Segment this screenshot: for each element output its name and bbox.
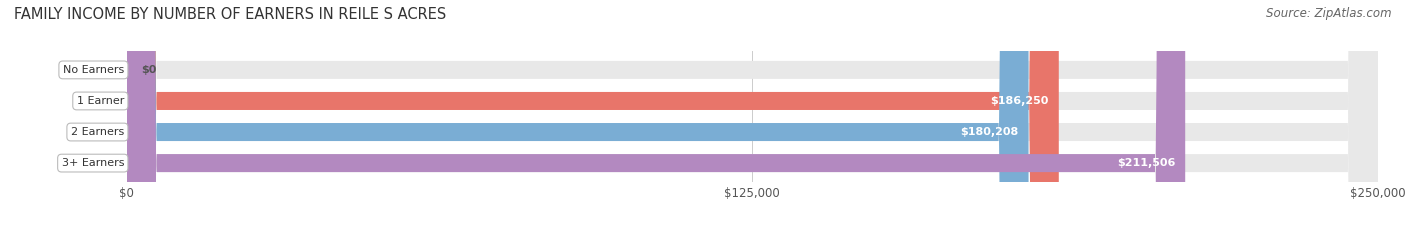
Text: 3+ Earners: 3+ Earners [62,158,124,168]
FancyBboxPatch shape [127,0,1059,233]
Text: 1 Earner: 1 Earner [77,96,124,106]
FancyBboxPatch shape [127,0,1378,233]
Text: Source: ZipAtlas.com: Source: ZipAtlas.com [1267,7,1392,20]
Text: 2 Earners: 2 Earners [70,127,124,137]
Text: No Earners: No Earners [63,65,124,75]
FancyBboxPatch shape [127,0,1378,233]
Text: $0: $0 [142,65,157,75]
FancyBboxPatch shape [127,0,1185,233]
Text: $180,208: $180,208 [960,127,1018,137]
FancyBboxPatch shape [127,0,1378,233]
Text: FAMILY INCOME BY NUMBER OF EARNERS IN REILE S ACRES: FAMILY INCOME BY NUMBER OF EARNERS IN RE… [14,7,446,22]
FancyBboxPatch shape [127,0,1378,233]
FancyBboxPatch shape [127,0,1029,233]
Text: $211,506: $211,506 [1116,158,1175,168]
Text: $186,250: $186,250 [990,96,1049,106]
